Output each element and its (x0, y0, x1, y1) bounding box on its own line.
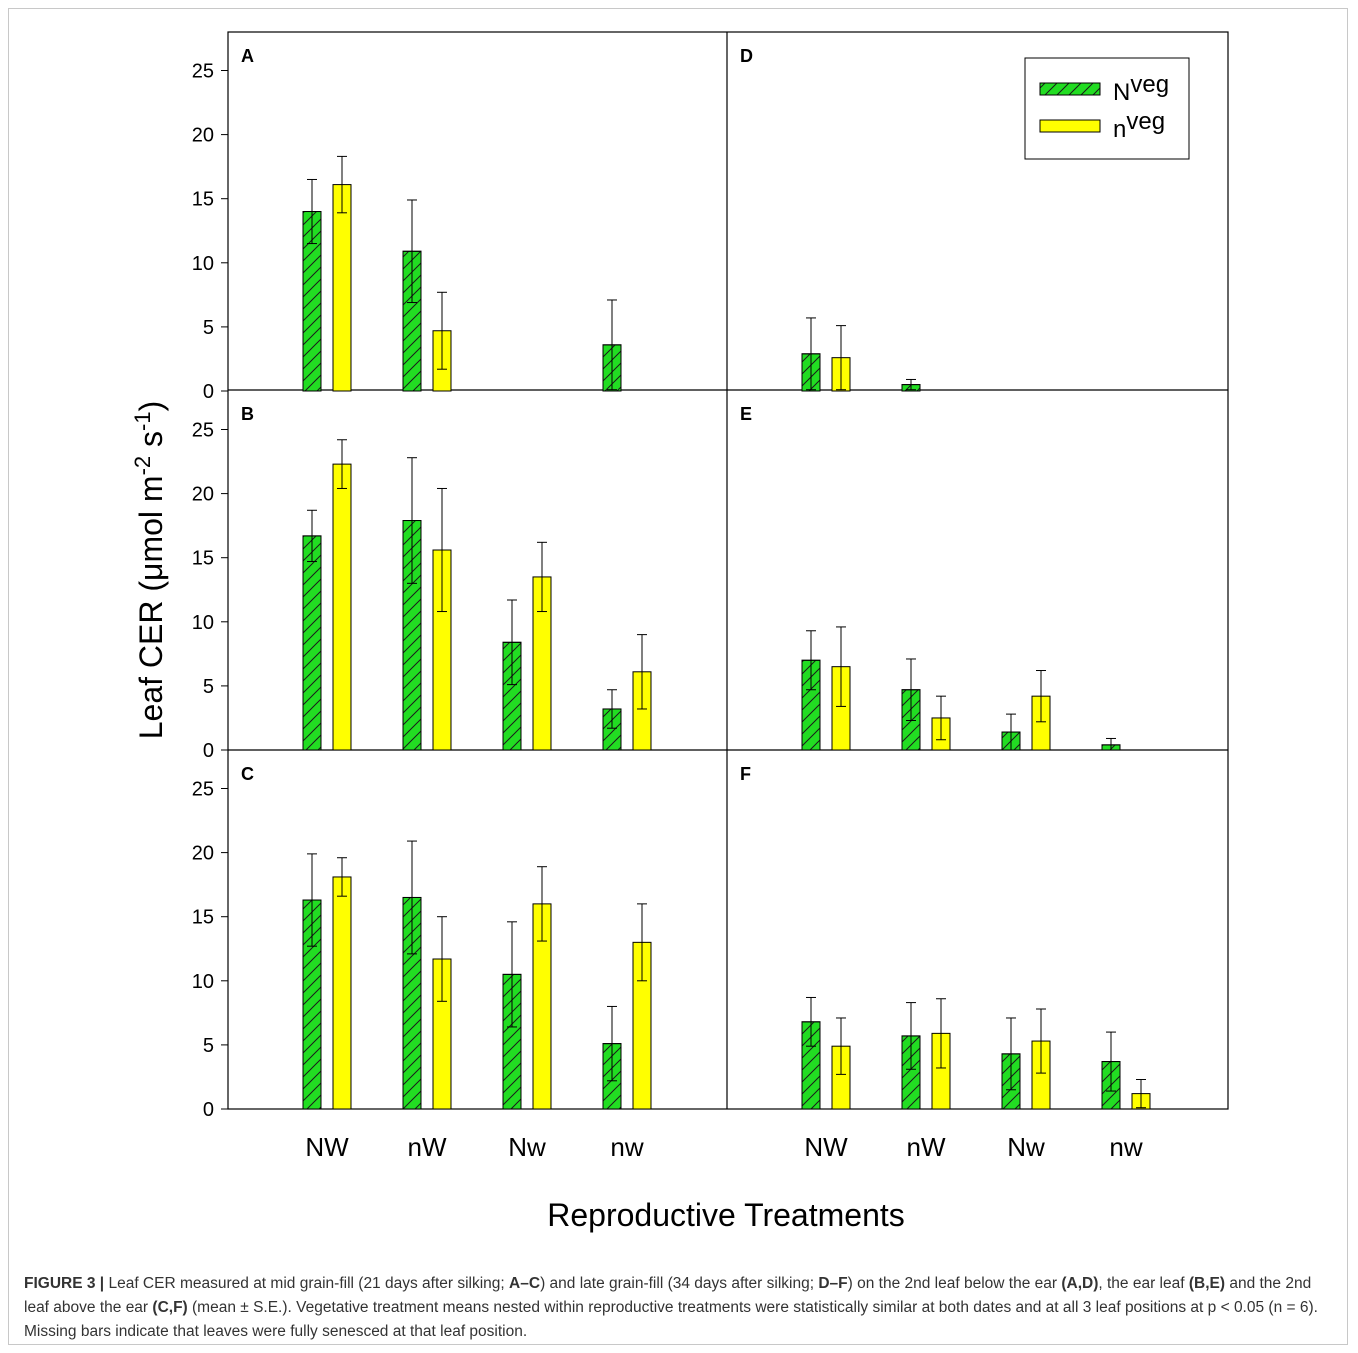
x-tick-label-nw: nw (1109, 1132, 1142, 1162)
y-tick-label: 15 (192, 907, 214, 929)
x-axis-label: Reproductive Treatments (547, 1197, 905, 1233)
figure-caption: FIGURE 3 | Leaf CER measured at mid grai… (24, 1272, 1338, 1344)
y-tick-label: 0 (203, 381, 214, 403)
legend-label-Nveg: Nveg (1113, 71, 1169, 106)
legend-swatch-hatch (1039, 82, 1101, 96)
y-tick-label: 20 (192, 125, 214, 147)
y-tick-label: 25 (192, 420, 214, 442)
figure-frame (8, 8, 1348, 1345)
caption-text: ) and late grain-fill (34 days after sil… (540, 1275, 819, 1292)
plot-area-frame (227, 31, 1229, 1110)
x-tick-label-NW: NW (305, 1132, 349, 1162)
y-tick-label: 20 (192, 843, 214, 865)
y-axis-label: Leaf CER (μmol m-2 s-1) (130, 401, 169, 740)
caption-text: , the ear leaf (1098, 1275, 1189, 1292)
bar-hatch (302, 535, 322, 751)
y-tick-label: 5 (203, 317, 214, 339)
legend-label-nveg: nveg (1113, 108, 1165, 143)
bar-C-nveg-NW (332, 876, 352, 1110)
caption-label: FIGURE 3 | (24, 1275, 105, 1292)
legend-swatch-nveg (1039, 119, 1101, 133)
x-tick-label-Nw: Nw (508, 1132, 546, 1162)
x-tick-label-NW: NW (804, 1132, 848, 1162)
caption-text: Leaf CER measured at mid grain-fill (21 … (108, 1275, 510, 1292)
caption-text: D–F (818, 1275, 848, 1292)
y-tick-label: 10 (192, 253, 214, 275)
y-tick-label: 25 (192, 61, 214, 83)
y-tick-label: 5 (203, 1035, 214, 1057)
caption-text: and the 2nd leaf above the ear (24, 1275, 1312, 1316)
caption-text: (B,E) (1188, 1275, 1226, 1292)
panel-label-D: D (740, 46, 753, 66)
y-tick-label: 5 (203, 676, 214, 698)
y-tick-label: 0 (203, 1099, 214, 1121)
x-tick-label-nW: nW (907, 1132, 946, 1162)
caption-text: (mean ± S.E.). Vegetative treatment mean… (24, 1299, 1318, 1340)
legend-box (1024, 57, 1190, 160)
panel-label-C: C (241, 764, 254, 784)
y-tick-label: 20 (192, 484, 214, 506)
x-tick-label-nW: nW (408, 1132, 447, 1162)
panel-label-F: F (740, 764, 751, 784)
panel-label-A: A (241, 46, 254, 66)
caption-text: (A,D) (1061, 1275, 1099, 1292)
y-tick-label: 10 (192, 971, 214, 993)
caption-text: (C,F) (152, 1299, 188, 1316)
y-tick-label: 0 (203, 740, 214, 762)
y-tick-label: 15 (192, 189, 214, 211)
bar-A-nveg-NW (332, 184, 352, 392)
y-tick-label: 15 (192, 548, 214, 570)
panel-label-B: B (241, 404, 254, 424)
bar-chart-figure: 0 5 10 15 20 25 0 5 10 15 20 25 0 5 10 15 20 25 Leaf CER (… (130, 31, 1229, 1233)
x-tick-label-Nw: Nw (1007, 1132, 1045, 1162)
caption-text: ) on the 2nd leaf below the ear (847, 1275, 1062, 1292)
x-tick-label-nw: nw (610, 1132, 643, 1162)
caption-text: A–C (509, 1275, 541, 1292)
y-tick-label: 10 (192, 612, 214, 634)
bar-B-nveg-NW (332, 463, 352, 751)
panel-label-E: E (740, 404, 752, 424)
y-tick-label: 25 (192, 779, 214, 801)
